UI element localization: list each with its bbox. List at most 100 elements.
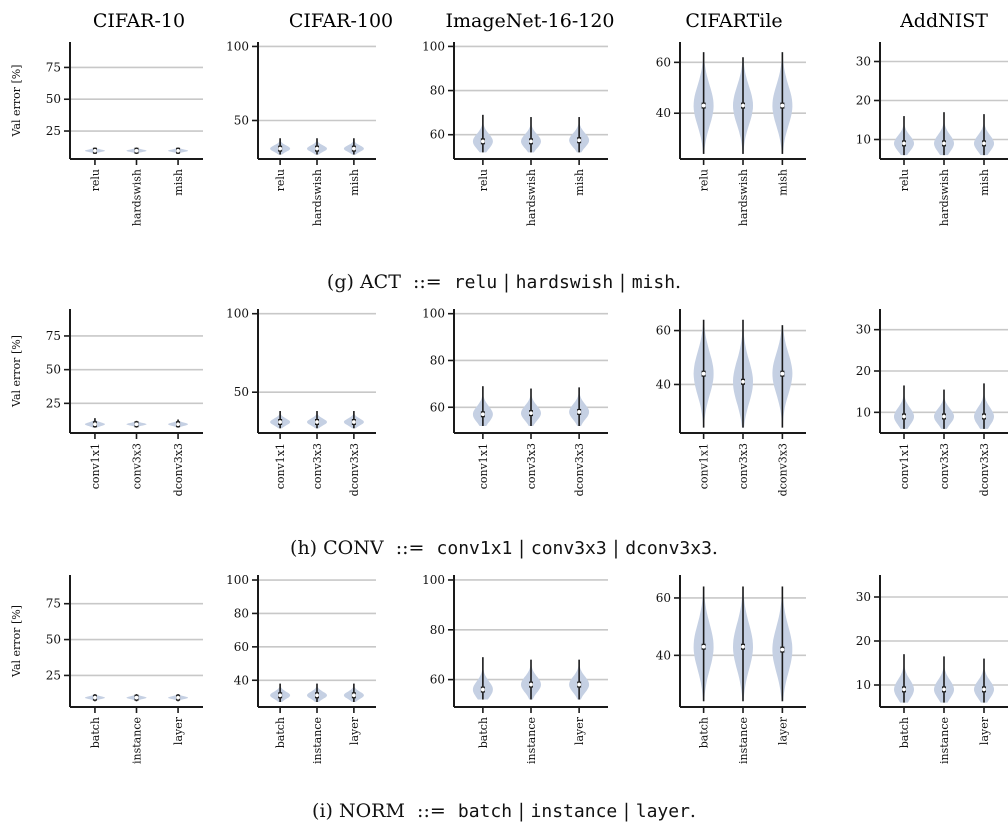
median-hardswish bbox=[134, 148, 139, 153]
x-tick-label-dconv3x3: dconv3x3 bbox=[172, 443, 185, 496]
y-tick-label: 80 bbox=[430, 353, 445, 367]
median-instance bbox=[741, 644, 745, 649]
y-tick-label: 100 bbox=[226, 39, 249, 53]
x-tick-label-instance: instance bbox=[131, 717, 144, 764]
y-tick-label: 50 bbox=[46, 363, 61, 377]
x-tick-label-instance: instance bbox=[525, 717, 538, 764]
x-tick-label-hardswish: hardswish bbox=[131, 169, 144, 226]
x-tick-label-dconv3x3: dconv3x3 bbox=[978, 443, 991, 496]
caption-i-opt2: instance bbox=[530, 801, 618, 822]
panel-h-cifartile: 40 60 conv1x1 conv3x3 dconv3x3 bbox=[656, 309, 806, 496]
caption-h-opt3: dconv3x3 bbox=[625, 538, 712, 559]
x-tick-label-conv1x1: conv1x1 bbox=[698, 443, 711, 489]
panel-i-addnist: 10 20 30 batch instance layer bbox=[856, 575, 1008, 764]
panel-h-cifar-10: 25 50 75 Val error [%] conv1x1 conv3x3 dconv3x… bbox=[10, 309, 203, 496]
x-tick-label-hardswish: hardswish bbox=[938, 169, 951, 226]
y-tick-label: 60 bbox=[430, 400, 445, 414]
x-tick-label-relu: relu bbox=[898, 169, 911, 191]
y-tick-label: 30 bbox=[856, 55, 871, 69]
caption-g-opt2: hardswish bbox=[515, 272, 614, 293]
y-tick-label: 100 bbox=[226, 307, 249, 321]
median-mish bbox=[176, 148, 180, 153]
median-relu bbox=[701, 103, 706, 108]
panel-i-cifar-100: 40 60 80 100 batch instance layer bbox=[226, 573, 376, 764]
x-tick-label-batch: batch bbox=[477, 717, 490, 748]
caption-h-opt1: conv1x1 bbox=[436, 538, 513, 559]
median-batch bbox=[480, 687, 485, 692]
panel-h-cifar-100: 50 100 conv1x1 conv3x3 dconv3x3 bbox=[226, 307, 376, 496]
median-mish bbox=[351, 146, 356, 151]
y-tick-label: 30 bbox=[856, 590, 871, 604]
median-layer bbox=[780, 647, 785, 652]
y-tick-label: 80 bbox=[430, 84, 445, 98]
median-dconv3x3 bbox=[176, 422, 180, 427]
caption-h-name: CONV bbox=[323, 537, 384, 559]
y-tick-label: 100 bbox=[422, 573, 445, 587]
median-batch bbox=[93, 695, 97, 700]
panel-i-cifar-10: 25 50 75 Val error [%] batch instance layer bbox=[10, 575, 203, 764]
x-tick-label-conv1x1: conv1x1 bbox=[477, 443, 490, 489]
median-dconv3x3 bbox=[577, 410, 582, 414]
y-tick-label: 60 bbox=[430, 128, 445, 142]
y-axis-label: Val error [%] bbox=[10, 335, 23, 408]
x-tick-label-batch: batch bbox=[89, 717, 102, 748]
x-tick-label-batch: batch bbox=[698, 717, 711, 748]
median-conv1x1 bbox=[480, 412, 485, 417]
y-tick-label: 60 bbox=[656, 55, 671, 69]
x-tick-label-batch: batch bbox=[898, 717, 911, 748]
caption-g-label: (g) bbox=[326, 271, 354, 293]
column-title-cifartile: CIFARTile bbox=[685, 10, 782, 32]
median-relu bbox=[902, 141, 906, 146]
x-tick-label-hardswish: hardswish bbox=[311, 169, 324, 226]
caption-g-opt1: relu bbox=[453, 272, 498, 293]
panel-h-imagenet-16-120: 60 80 100 conv1x1 conv3x3 dconv3x3 bbox=[422, 307, 608, 496]
median-layer bbox=[176, 695, 180, 700]
median-relu bbox=[278, 146, 283, 151]
caption-h-opt2: conv3x3 bbox=[530, 538, 607, 559]
median-conv1x1 bbox=[93, 422, 97, 427]
x-tick-label-conv1x1: conv1x1 bbox=[898, 443, 911, 489]
median-instance bbox=[529, 682, 533, 687]
x-tick-label-mish: mish bbox=[573, 169, 586, 196]
median-batch bbox=[701, 644, 706, 649]
median-layer bbox=[577, 682, 582, 687]
y-tick-label: 50 bbox=[46, 633, 61, 647]
column-title-cifar10: CIFAR-10 bbox=[93, 10, 185, 32]
y-tick-label: 20 bbox=[856, 94, 871, 108]
y-tick-label: 60 bbox=[656, 324, 671, 338]
y-tick-label: 50 bbox=[234, 113, 249, 127]
y-tick-label: 25 bbox=[46, 396, 61, 410]
y-tick-label: 20 bbox=[856, 634, 871, 648]
x-tick-label-relu: relu bbox=[89, 169, 102, 191]
caption-g: (g) ACT ::= relu | hardswish | mish. bbox=[326, 271, 682, 293]
median-batch bbox=[902, 687, 906, 692]
x-tick-label-relu: relu bbox=[274, 169, 287, 191]
median-batch bbox=[278, 693, 283, 698]
x-tick-label-conv3x3: conv3x3 bbox=[737, 443, 750, 489]
x-tick-label-conv1x1: conv1x1 bbox=[274, 443, 287, 489]
panels: 25 50 75 Val error [%] relu hardswish mish 50 10… bbox=[10, 39, 1008, 764]
y-axis-label: Val error [%] bbox=[10, 65, 23, 138]
median-conv1x1 bbox=[902, 414, 906, 419]
caption-h-sep: ::= bbox=[395, 537, 425, 559]
y-tick-label: 75 bbox=[46, 329, 61, 343]
panel-i-cifartile: 40 60 batch instance layer bbox=[656, 575, 806, 764]
x-tick-label-mish: mish bbox=[776, 169, 789, 196]
median-layer bbox=[351, 693, 356, 698]
median-dconv3x3 bbox=[982, 414, 986, 419]
panel-g-cifar-100: 50 100 relu hardswish mish bbox=[226, 39, 376, 226]
x-tick-label-mish: mish bbox=[348, 169, 361, 196]
y-tick-label: 100 bbox=[226, 573, 249, 587]
x-tick-label-layer: layer bbox=[348, 716, 361, 745]
caption-h-label: (h) bbox=[290, 537, 318, 559]
y-tick-label: 75 bbox=[46, 597, 61, 611]
y-tick-label: 80 bbox=[234, 606, 249, 620]
x-tick-label-layer: layer bbox=[573, 716, 586, 745]
y-tick-label: 100 bbox=[422, 307, 445, 321]
y-tick-label: 40 bbox=[234, 673, 249, 687]
x-tick-label-mish: mish bbox=[978, 169, 991, 196]
median-hardswish bbox=[529, 139, 533, 144]
median-dconv3x3 bbox=[780, 371, 785, 376]
panel-g-addnist: 10 20 30 relu hardswish mish bbox=[856, 42, 1008, 226]
